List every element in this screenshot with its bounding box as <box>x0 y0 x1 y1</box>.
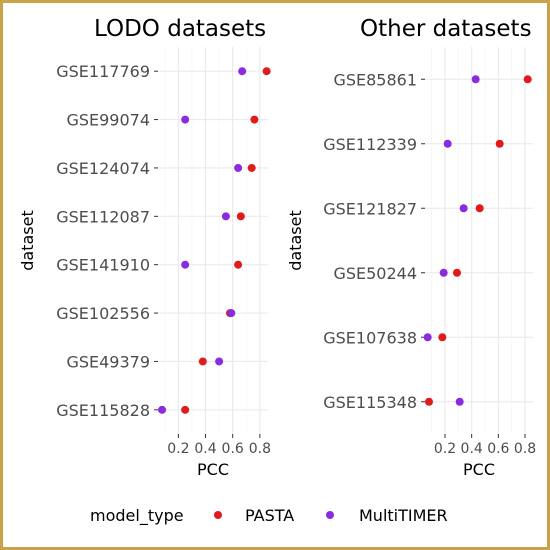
x-tick-label: 0.8 <box>249 441 271 457</box>
point-multitimer-gse115828 <box>158 405 167 414</box>
legend-label-multitimer: MultiTIMER <box>359 506 448 525</box>
point-multitimer-gse102556 <box>227 309 236 318</box>
panel-title: LODO datasets <box>94 16 266 42</box>
point-multitimer-gse107638 <box>423 333 432 342</box>
point-pasta-gse124074 <box>247 163 256 172</box>
figure-frame: GSE117769 GSE99074 GSE124074 GSE112087 GSE14… <box>3 3 547 547</box>
plot-area <box>158 47 268 434</box>
x-tick-label: 0.6 <box>222 441 244 457</box>
panel-other-datasets: GSE85861 GSE112339 GSE121827 GSE50244 GSE107… <box>286 16 536 479</box>
point-multitimer-gse50244 <box>439 268 448 277</box>
point-multitimer-gse124074 <box>234 163 243 172</box>
point-pasta-gse141910 <box>234 260 243 269</box>
point-pasta-gse99074 <box>250 115 259 124</box>
y-axis-title: dataset <box>18 210 37 271</box>
y-tick-label-gse115828: GSE115828 <box>56 401 150 420</box>
y-tick-label-gse85861: GSE85861 <box>333 70 417 89</box>
point-multitimer-gse141910 <box>181 260 190 269</box>
point-multitimer-gse85861 <box>471 75 480 84</box>
point-multitimer-gse112339 <box>443 139 452 148</box>
y-tick-label-gse121827: GSE121827 <box>323 199 417 218</box>
chart-figure: GSE117769 GSE99074 GSE124074 GSE112087 GSE14… <box>18 16 536 526</box>
point-multitimer-gse112087 <box>221 212 230 221</box>
point-pasta-gse121827 <box>475 204 484 213</box>
x-tick-label: 0.2 <box>167 441 189 457</box>
y-tick-label-gse99074: GSE99074 <box>66 111 150 130</box>
y-axis-title: dataset <box>286 210 305 271</box>
point-pasta-gse49379 <box>198 357 207 366</box>
y-tick-label-gse112339: GSE112339 <box>323 135 417 154</box>
point-multitimer-gse121827 <box>459 204 468 213</box>
x-tick-label: 0.6 <box>487 441 509 457</box>
legend-key-multitimer <box>326 511 334 519</box>
plot-area <box>425 47 533 434</box>
point-pasta-gse107638 <box>438 333 447 342</box>
point-multitimer-gse99074 <box>181 115 190 124</box>
y-tick-label-gse107638: GSE107638 <box>323 328 417 347</box>
point-pasta-gse112339 <box>495 139 504 148</box>
point-multitimer-gse117769 <box>238 67 247 76</box>
x-tick-label: 0.4 <box>461 441 483 457</box>
y-tick-label-gse50244: GSE50244 <box>333 264 417 283</box>
point-pasta-gse112087 <box>236 212 245 221</box>
point-pasta-gse85861 <box>523 75 532 84</box>
y-tick-label-gse117769: GSE117769 <box>56 62 150 81</box>
point-multitimer-gse115348 <box>455 397 464 406</box>
point-multitimer-gse49379 <box>215 357 224 366</box>
legend-title: model_type <box>90 506 184 526</box>
panel-lodo-datasets: GSE117769 GSE99074 GSE124074 GSE112087 GSE14… <box>18 16 271 479</box>
legend: model_type PASTA MultiTIMER <box>90 506 448 526</box>
x-tick-label: 0.4 <box>194 441 216 457</box>
y-tick-label-gse115348: GSE115348 <box>323 393 417 412</box>
x-tick-label: 0.2 <box>434 441 456 457</box>
point-pasta-gse115828 <box>181 405 190 414</box>
y-tick-label-gse141910: GSE141910 <box>56 256 150 275</box>
point-pasta-gse115348 <box>425 397 433 406</box>
point-pasta-gse117769 <box>262 67 271 76</box>
y-tick-label-gse124074: GSE124074 <box>56 159 150 178</box>
x-axis-title: PCC <box>197 460 229 479</box>
panel-title: Other datasets <box>360 16 532 42</box>
legend-key-pasta <box>214 511 222 519</box>
legend-label-pasta: PASTA <box>245 506 294 525</box>
point-pasta-gse50244 <box>453 268 461 277</box>
y-tick-label-gse112087: GSE112087 <box>56 207 150 226</box>
x-axis-title: PCC <box>463 460 495 479</box>
y-tick-label-gse102556: GSE102556 <box>56 304 150 323</box>
y-tick-label-gse49379: GSE49379 <box>66 352 150 371</box>
x-tick-label: 0.8 <box>514 441 536 457</box>
